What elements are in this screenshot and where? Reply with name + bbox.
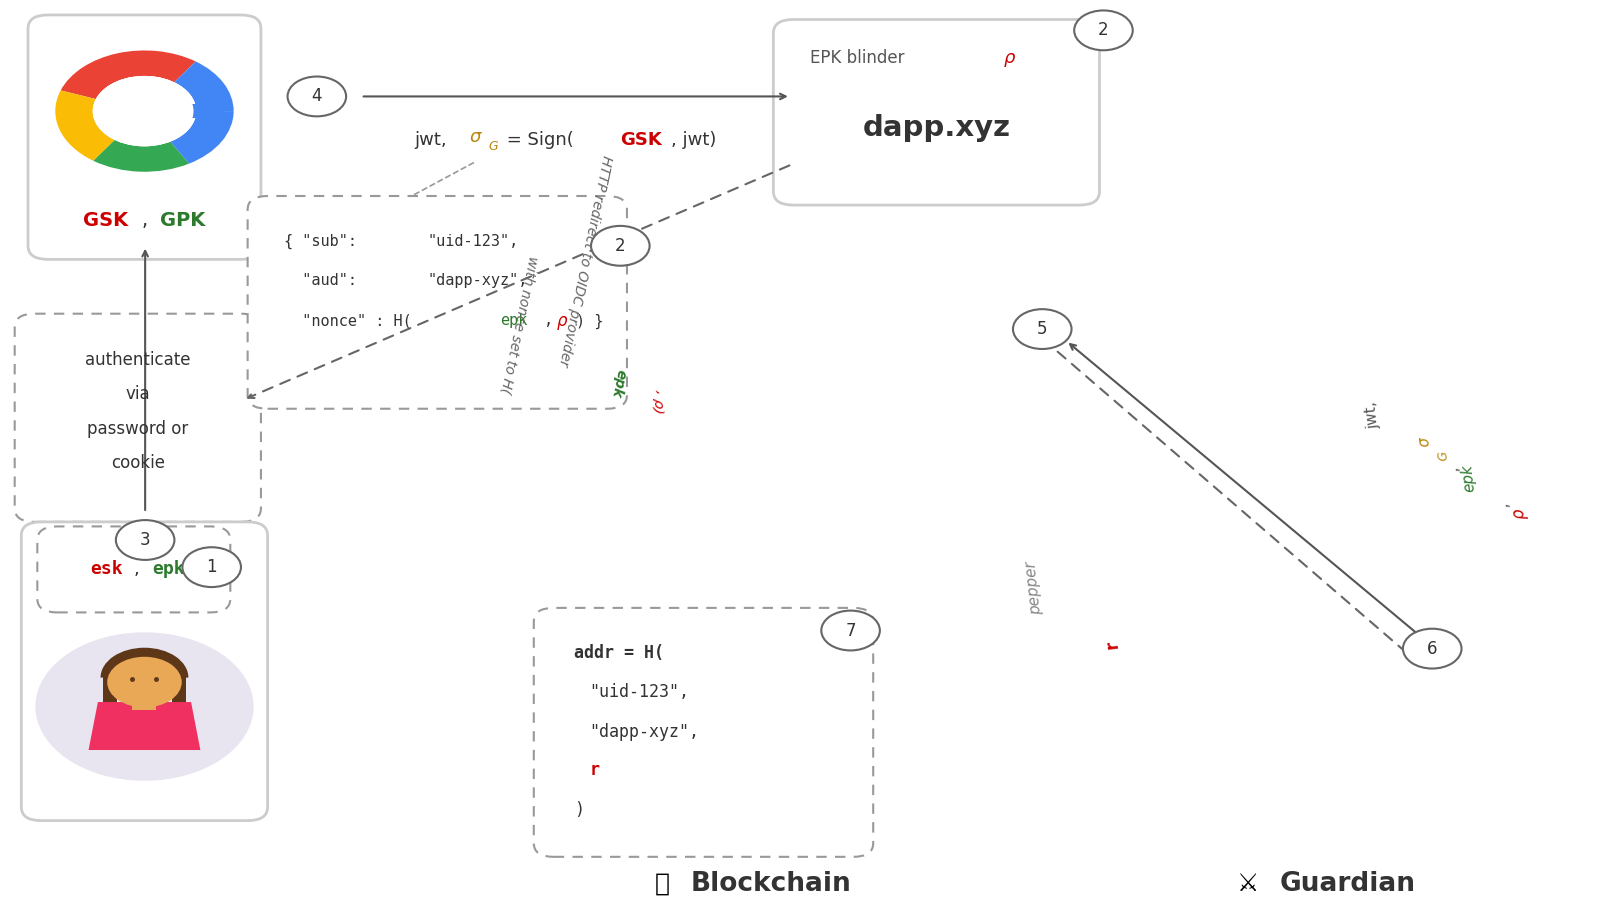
Text: addr = H(: addr = H( bbox=[574, 644, 664, 662]
Circle shape bbox=[93, 76, 197, 146]
Text: { "sub":: { "sub": bbox=[283, 233, 366, 249]
Circle shape bbox=[96, 78, 194, 144]
Text: σ: σ bbox=[1416, 436, 1432, 448]
FancyBboxPatch shape bbox=[773, 19, 1099, 205]
Wedge shape bbox=[56, 91, 115, 161]
Circle shape bbox=[93, 76, 197, 146]
Text: epk: epk bbox=[1459, 463, 1477, 492]
Text: "aud":: "aud": bbox=[283, 272, 366, 288]
Text: σ: σ bbox=[470, 128, 482, 146]
Text: jwt,: jwt, bbox=[414, 131, 453, 149]
Circle shape bbox=[182, 548, 242, 587]
Text: ,: , bbox=[1446, 461, 1462, 473]
Text: Guardian: Guardian bbox=[1278, 871, 1414, 897]
Bar bbox=[104, 667, 117, 708]
Text: password or: password or bbox=[86, 419, 189, 438]
FancyBboxPatch shape bbox=[534, 607, 874, 857]
Text: ,: , bbox=[1496, 498, 1512, 508]
Text: r: r bbox=[590, 761, 600, 779]
Text: epk: epk bbox=[152, 560, 186, 578]
Text: EPK blinder: EPK blinder bbox=[810, 49, 910, 67]
Circle shape bbox=[1074, 10, 1133, 50]
Text: = Sign(: = Sign( bbox=[501, 131, 573, 149]
Text: ρ: ρ bbox=[1510, 508, 1528, 520]
Circle shape bbox=[821, 610, 880, 650]
Circle shape bbox=[590, 226, 650, 266]
Text: ,: , bbox=[544, 313, 554, 329]
FancyBboxPatch shape bbox=[37, 527, 230, 612]
FancyBboxPatch shape bbox=[21, 522, 267, 821]
FancyBboxPatch shape bbox=[29, 15, 261, 260]
Text: cookie: cookie bbox=[110, 454, 165, 472]
Wedge shape bbox=[93, 140, 189, 172]
Text: 4: 4 bbox=[312, 87, 322, 105]
Circle shape bbox=[1013, 309, 1072, 349]
Text: ρ: ρ bbox=[557, 312, 566, 330]
Text: jwt,: jwt, bbox=[1363, 396, 1382, 429]
Circle shape bbox=[1403, 628, 1461, 668]
Text: ⚔: ⚔ bbox=[1237, 872, 1259, 896]
Wedge shape bbox=[101, 647, 189, 677]
Text: 6: 6 bbox=[1427, 639, 1437, 657]
Text: "nonce" : H(: "nonce" : H( bbox=[283, 313, 411, 329]
Text: , jwt): , jwt) bbox=[670, 131, 717, 149]
Bar bbox=[133, 694, 157, 710]
Text: epk: epk bbox=[501, 313, 528, 329]
Text: 🔗: 🔗 bbox=[656, 872, 670, 896]
Text: pepper: pepper bbox=[1022, 555, 1045, 616]
FancyBboxPatch shape bbox=[14, 313, 261, 522]
Wedge shape bbox=[61, 51, 195, 99]
Text: HTTP redirect to OIDC provider: HTTP redirect to OIDC provider bbox=[557, 154, 614, 368]
Text: 5: 5 bbox=[1037, 321, 1048, 338]
Circle shape bbox=[288, 76, 346, 116]
Text: via: via bbox=[125, 385, 150, 403]
Text: ) }: ) } bbox=[576, 313, 603, 329]
Text: GPK: GPK bbox=[160, 211, 206, 230]
Wedge shape bbox=[174, 62, 234, 111]
Circle shape bbox=[107, 656, 182, 707]
Text: "dapp-xyz",: "dapp-xyz", bbox=[427, 272, 528, 288]
Text: 7: 7 bbox=[845, 621, 856, 639]
Text: GSK: GSK bbox=[83, 211, 128, 230]
Text: G: G bbox=[1437, 449, 1451, 460]
Text: ,: , bbox=[134, 560, 139, 578]
Text: "dapp-xyz",: "dapp-xyz", bbox=[590, 724, 699, 741]
Text: 1: 1 bbox=[206, 558, 218, 577]
Text: 2: 2 bbox=[614, 237, 626, 255]
Text: GSK: GSK bbox=[621, 131, 662, 149]
Text: authenticate: authenticate bbox=[85, 350, 190, 369]
Polygon shape bbox=[88, 702, 200, 750]
Text: r: r bbox=[1102, 639, 1122, 649]
Text: 3: 3 bbox=[139, 531, 150, 549]
Text: dapp.xyz: dapp.xyz bbox=[862, 114, 1011, 143]
Text: esk: esk bbox=[90, 560, 123, 578]
Text: epk: epk bbox=[608, 368, 629, 399]
Text: with nonce set to H(: with nonce set to H( bbox=[498, 254, 539, 394]
Text: ,: , bbox=[141, 211, 147, 230]
FancyBboxPatch shape bbox=[248, 196, 627, 409]
Text: ρ: ρ bbox=[1003, 49, 1016, 67]
Bar bbox=[144, 104, 224, 117]
Text: "uid-123",: "uid-123", bbox=[590, 684, 690, 702]
Circle shape bbox=[115, 520, 174, 560]
Text: 2: 2 bbox=[1098, 22, 1109, 39]
Circle shape bbox=[35, 632, 254, 781]
Text: Blockchain: Blockchain bbox=[690, 871, 851, 897]
Bar bbox=[144, 104, 224, 118]
Text: "uid-123",: "uid-123", bbox=[427, 233, 518, 249]
Text: ): ) bbox=[574, 801, 584, 819]
Bar bbox=[173, 667, 186, 708]
Text: G: G bbox=[488, 140, 498, 153]
Text: , ρ): , ρ) bbox=[650, 389, 667, 414]
Wedge shape bbox=[170, 111, 234, 163]
